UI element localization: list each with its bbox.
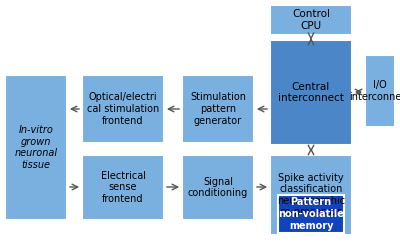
Text: Optical/electri
cal stimulation
frontend: Optical/electri cal stimulation frontend: [87, 92, 159, 126]
Text: I/O
interconnect: I/O interconnect: [349, 80, 400, 102]
Text: Control
CPU: Control CPU: [292, 9, 330, 31]
FancyBboxPatch shape: [182, 155, 254, 220]
FancyBboxPatch shape: [182, 75, 254, 143]
FancyBboxPatch shape: [365, 55, 395, 127]
Text: Pattern
non-volatile
memory: Pattern non-volatile memory: [278, 197, 344, 231]
FancyBboxPatch shape: [270, 40, 352, 145]
FancyBboxPatch shape: [82, 155, 164, 220]
FancyBboxPatch shape: [82, 75, 164, 143]
Text: Central
interconnect: Central interconnect: [278, 82, 344, 103]
FancyBboxPatch shape: [5, 75, 67, 220]
Text: Electrical
sense
frontend: Electrical sense frontend: [100, 171, 146, 204]
FancyBboxPatch shape: [270, 155, 352, 235]
Text: In-vitro
grown
neuronal
tissue: In-vitro grown neuronal tissue: [14, 125, 58, 170]
Text: Signal
conditioning: Signal conditioning: [188, 177, 248, 198]
FancyBboxPatch shape: [278, 195, 344, 233]
Text: Spike activity
classification
neuromorphic
co-processor: Spike activity classification neuromorph…: [277, 173, 345, 217]
Text: Stimulation
pattern
generator: Stimulation pattern generator: [190, 92, 246, 126]
FancyBboxPatch shape: [270, 5, 352, 35]
